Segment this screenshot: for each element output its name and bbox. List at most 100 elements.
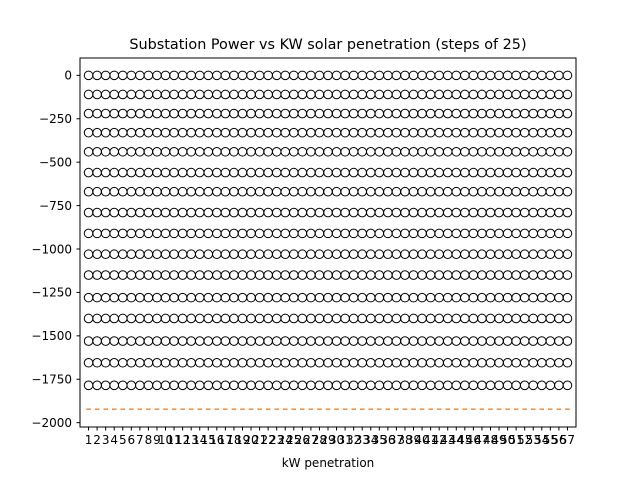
outlier-point xyxy=(169,167,179,178)
outlier-point xyxy=(408,270,419,280)
box-group xyxy=(254,70,265,410)
outlier-point xyxy=(340,108,350,119)
outlier-point xyxy=(212,380,222,391)
outlier-point xyxy=(229,108,239,119)
outlier-point xyxy=(229,167,239,178)
outlier-point xyxy=(425,292,436,303)
outlier-point xyxy=(468,357,479,368)
outlier-point xyxy=(425,89,436,100)
outlier-point xyxy=(186,146,196,157)
x-tick-label: 5 xyxy=(119,433,127,447)
outlier-point xyxy=(400,313,410,324)
outlier-point xyxy=(562,380,573,391)
outlier-point xyxy=(263,70,273,81)
outlier-point xyxy=(494,270,504,280)
outlier-point xyxy=(109,127,120,138)
outlier-point xyxy=(135,228,145,239)
outlier-point xyxy=(212,336,222,346)
outlier-point xyxy=(519,228,530,239)
outlier-point xyxy=(177,207,188,218)
box-group xyxy=(297,70,308,410)
outlier-point xyxy=(451,357,462,368)
outlier-point xyxy=(331,70,342,81)
outlier-point xyxy=(460,292,470,303)
outlier-point xyxy=(348,270,359,280)
box-group xyxy=(562,70,573,410)
x-axis-label: kW penetration xyxy=(282,456,375,470)
outlier-point xyxy=(562,70,573,81)
x-tick-label: 28 xyxy=(312,433,327,447)
box-group xyxy=(357,70,368,410)
outlier-point xyxy=(203,228,214,239)
outlier-point xyxy=(425,108,436,119)
outlier-point xyxy=(494,207,504,218)
outlier-point xyxy=(331,186,342,197)
box-group xyxy=(536,70,547,410)
box-group xyxy=(519,70,530,410)
x-tick-label: 22 xyxy=(260,433,275,447)
outlier-point xyxy=(212,127,222,138)
outlier-point xyxy=(126,70,137,81)
outlier-point xyxy=(511,313,521,324)
outlier-point xyxy=(194,70,205,81)
x-tick-label: 19 xyxy=(235,433,250,447)
outlier-point xyxy=(340,380,350,391)
outlier-point xyxy=(451,207,462,218)
outlier-point xyxy=(246,146,256,157)
outlier-point xyxy=(135,127,145,138)
outlier-point xyxy=(152,70,162,81)
outlier-point xyxy=(400,70,410,81)
outlier-point xyxy=(135,336,145,346)
outlier-point xyxy=(246,313,256,324)
outlier-point xyxy=(519,336,530,346)
outlier-point xyxy=(229,292,239,303)
outlier-point xyxy=(271,146,282,157)
outlier-point xyxy=(417,186,427,197)
outlier-point xyxy=(434,228,444,239)
outlier-point xyxy=(323,186,333,197)
x-tick-label: 6 xyxy=(127,433,135,447)
outlier-point xyxy=(246,207,256,218)
outlier-point xyxy=(365,336,376,346)
outlier-point xyxy=(554,167,564,178)
outlier-point xyxy=(254,108,265,119)
outlier-point xyxy=(288,249,299,260)
outlier-point xyxy=(194,89,205,100)
outlier-point xyxy=(417,207,427,218)
outlier-point xyxy=(477,108,487,119)
outlier-point xyxy=(554,89,564,100)
outlier-point xyxy=(271,336,282,346)
outlier-point xyxy=(83,336,94,346)
outlier-point xyxy=(306,89,316,100)
outlier-point xyxy=(374,108,385,119)
outlier-point xyxy=(271,89,282,100)
outlier-point xyxy=(502,292,513,303)
outlier-point xyxy=(323,146,333,157)
outlier-point xyxy=(100,336,111,346)
outlier-point xyxy=(425,207,436,218)
outlier-point xyxy=(297,249,308,260)
outlier-point xyxy=(323,89,333,100)
outlier-point xyxy=(408,167,419,178)
outlier-point xyxy=(126,146,137,157)
outlier-point xyxy=(408,186,419,197)
outlier-point xyxy=(203,292,214,303)
chart-title: Substation Power vs KW solar penetration… xyxy=(129,37,526,53)
outlier-point xyxy=(100,249,111,260)
outlier-point xyxy=(340,167,350,178)
outlier-point xyxy=(152,249,162,260)
outlier-point xyxy=(511,89,521,100)
outlier-point xyxy=(229,70,239,81)
outlier-point xyxy=(340,313,350,324)
outlier-point xyxy=(229,186,239,197)
outlier-point xyxy=(254,336,265,346)
outlier-point xyxy=(494,186,504,197)
outlier-point xyxy=(528,292,539,303)
outlier-point xyxy=(400,207,410,218)
outlier-point xyxy=(314,270,325,280)
outlier-point xyxy=(135,89,145,100)
outlier-point xyxy=(451,127,462,138)
outlier-point xyxy=(314,207,325,218)
outlier-point xyxy=(536,249,547,260)
box-group xyxy=(331,70,342,410)
